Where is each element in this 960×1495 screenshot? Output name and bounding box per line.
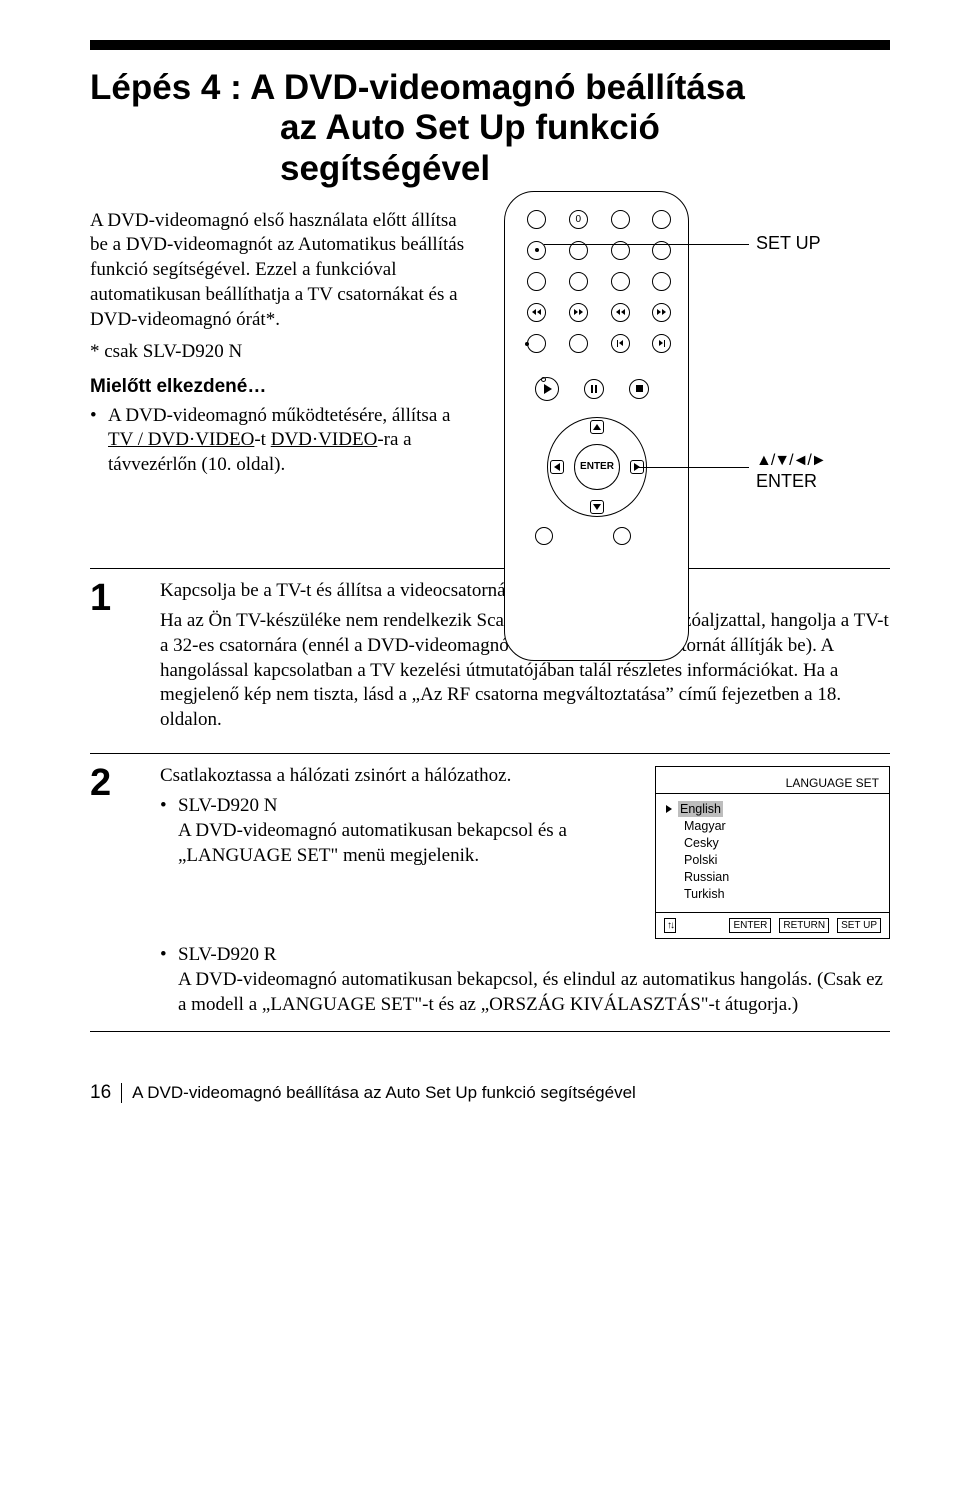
remote-indicator-dot	[525, 342, 529, 346]
remote-lower-buttons	[535, 527, 631, 545]
remote-key-prev	[611, 334, 630, 353]
bullet-dot: •	[90, 404, 108, 478]
osd-item: Turkish	[666, 885, 879, 902]
intro-paragraph: A DVD-videomagnó első használata előtt á…	[90, 209, 474, 332]
remote-key	[652, 210, 671, 229]
callout-line-enter	[634, 467, 749, 468]
enter-button: ENTER	[574, 444, 620, 490]
cursor-icon	[666, 805, 672, 813]
title-line-1: Lépés 4 : A DVD-videomagnó beállítása	[90, 68, 745, 107]
step-body: Csatlakoztassa a hálózati zsinórt a háló…	[160, 764, 890, 1018]
page-number: 16	[90, 1082, 111, 1104]
osd-item: Cesky	[666, 834, 879, 851]
osd-menu: English Magyar Cesky Polski Russian Turk…	[656, 793, 889, 913]
footer-text: A DVD-videomagnó beállítása az Auto Set …	[132, 1083, 636, 1103]
osd-item-label: Cesky	[684, 835, 719, 851]
remote-key	[611, 210, 630, 229]
arrow-up-icon	[590, 420, 604, 434]
step-number: 1	[90, 579, 160, 739]
before-heading: Mielőtt elkezdené…	[90, 375, 474, 400]
page-title: Lépés 4 : A DVD-videomagnó beállítása az…	[90, 68, 890, 189]
callout-line-setup	[544, 244, 749, 245]
remote-key-zero: 0	[569, 210, 588, 229]
osd-title: LANGUAGE SET	[656, 767, 889, 794]
remote-key-scan-fwd	[652, 303, 671, 322]
sub-body: A DVD-videomagnó automatikusan bekapcsol…	[178, 820, 567, 866]
intro-text: A DVD-videomagnó első használata előtt á…	[90, 209, 474, 478]
osd-arrows-icon: ↑↓	[664, 918, 676, 933]
osd-item: Magyar	[666, 817, 879, 834]
bullet-text: A DVD-videomagnó működtetésére, állítsa …	[108, 404, 474, 478]
step2-sub1: • SLV-D920 N A DVD-videomagnó automatiku…	[160, 794, 635, 868]
remote-transport-row	[535, 377, 649, 401]
remote-key	[569, 272, 588, 291]
footer-separator	[121, 1083, 122, 1103]
label-setup: SET UP	[756, 233, 821, 254]
osd-item-label: Russian	[684, 869, 729, 885]
page-footer: 16 A DVD-videomagnó beállítása az Auto S…	[90, 1082, 890, 1104]
osd-item: Russian	[666, 868, 879, 885]
osd-item-label: English	[678, 801, 723, 817]
remote-key	[527, 210, 546, 229]
remote-key-rew	[527, 303, 546, 322]
model-label: SLV-D920 N	[178, 795, 277, 816]
remote-outline: 0	[504, 191, 689, 661]
osd-item-label: Turkish	[684, 886, 725, 902]
osd-item: Polski	[666, 851, 879, 868]
remote-key	[652, 272, 671, 291]
remote-key-ff	[569, 303, 588, 322]
label-enter: ENTER	[756, 471, 817, 492]
play-icon	[535, 377, 559, 401]
steps-list: 1 Kapcsolja be a TV-t és állítsa a video…	[90, 568, 890, 1033]
step-1: 1 Kapcsolja be a TV-t és állítsa a video…	[90, 568, 890, 753]
remote-key	[535, 527, 553, 545]
stop-icon	[629, 379, 649, 399]
arrow-down-icon	[590, 500, 604, 514]
osd-item-label: Polski	[684, 852, 717, 868]
arrow-left-icon	[550, 460, 564, 474]
osd-item-label: Magyar	[684, 818, 726, 834]
remote-key	[613, 527, 631, 545]
label-arrows: ▲/▼/◄/►	[756, 449, 826, 470]
osd-key-enter: ENTER	[729, 918, 771, 933]
intro-footnote: * csak SLV-D920 N	[90, 340, 474, 365]
remote-key	[527, 272, 546, 291]
step-lead: Csatlakoztassa a hálózati zsinórt a háló…	[160, 764, 635, 789]
header-rule	[90, 40, 890, 50]
remote-dpad: ENTER	[547, 417, 647, 517]
remote-button-grid: 0	[527, 210, 672, 353]
remote-key-scan-back	[611, 303, 630, 322]
remote-key	[611, 272, 630, 291]
pause-icon	[584, 379, 604, 399]
osd-item: English	[666, 800, 879, 817]
arrows-icon: ▲/▼/◄/►	[756, 452, 826, 469]
osd-screenshot: LANGUAGE SET English Magyar Cesky Polski…	[655, 766, 890, 940]
step-2: 2 Csatlakoztassa a hálózati zsinórt a há…	[90, 753, 890, 1033]
osd-footer: ↑↓ ENTER RETURN SET UP	[656, 913, 889, 938]
step-number: 2	[90, 764, 160, 1018]
remote-illustration: 0	[504, 209, 890, 478]
remote-key-next	[652, 334, 671, 353]
title-line-3: segítségével	[90, 149, 890, 189]
before-bullet: • A DVD-videomagnó működtetésére, állíts…	[90, 404, 474, 478]
osd-key-return: RETURN	[779, 918, 829, 933]
step2-sub2: • SLV-D920 R A DVD-videomagnó automatiku…	[160, 943, 890, 1017]
osd-key-setup: SET UP	[837, 918, 881, 933]
model-label: SLV-D920 R	[178, 944, 276, 965]
sub-body: A DVD-videomagnó automatikusan bekapcsol…	[178, 969, 883, 1015]
remote-key	[569, 334, 588, 353]
title-line-2: az Auto Set Up funkció	[90, 108, 890, 148]
remote-key	[527, 334, 546, 353]
